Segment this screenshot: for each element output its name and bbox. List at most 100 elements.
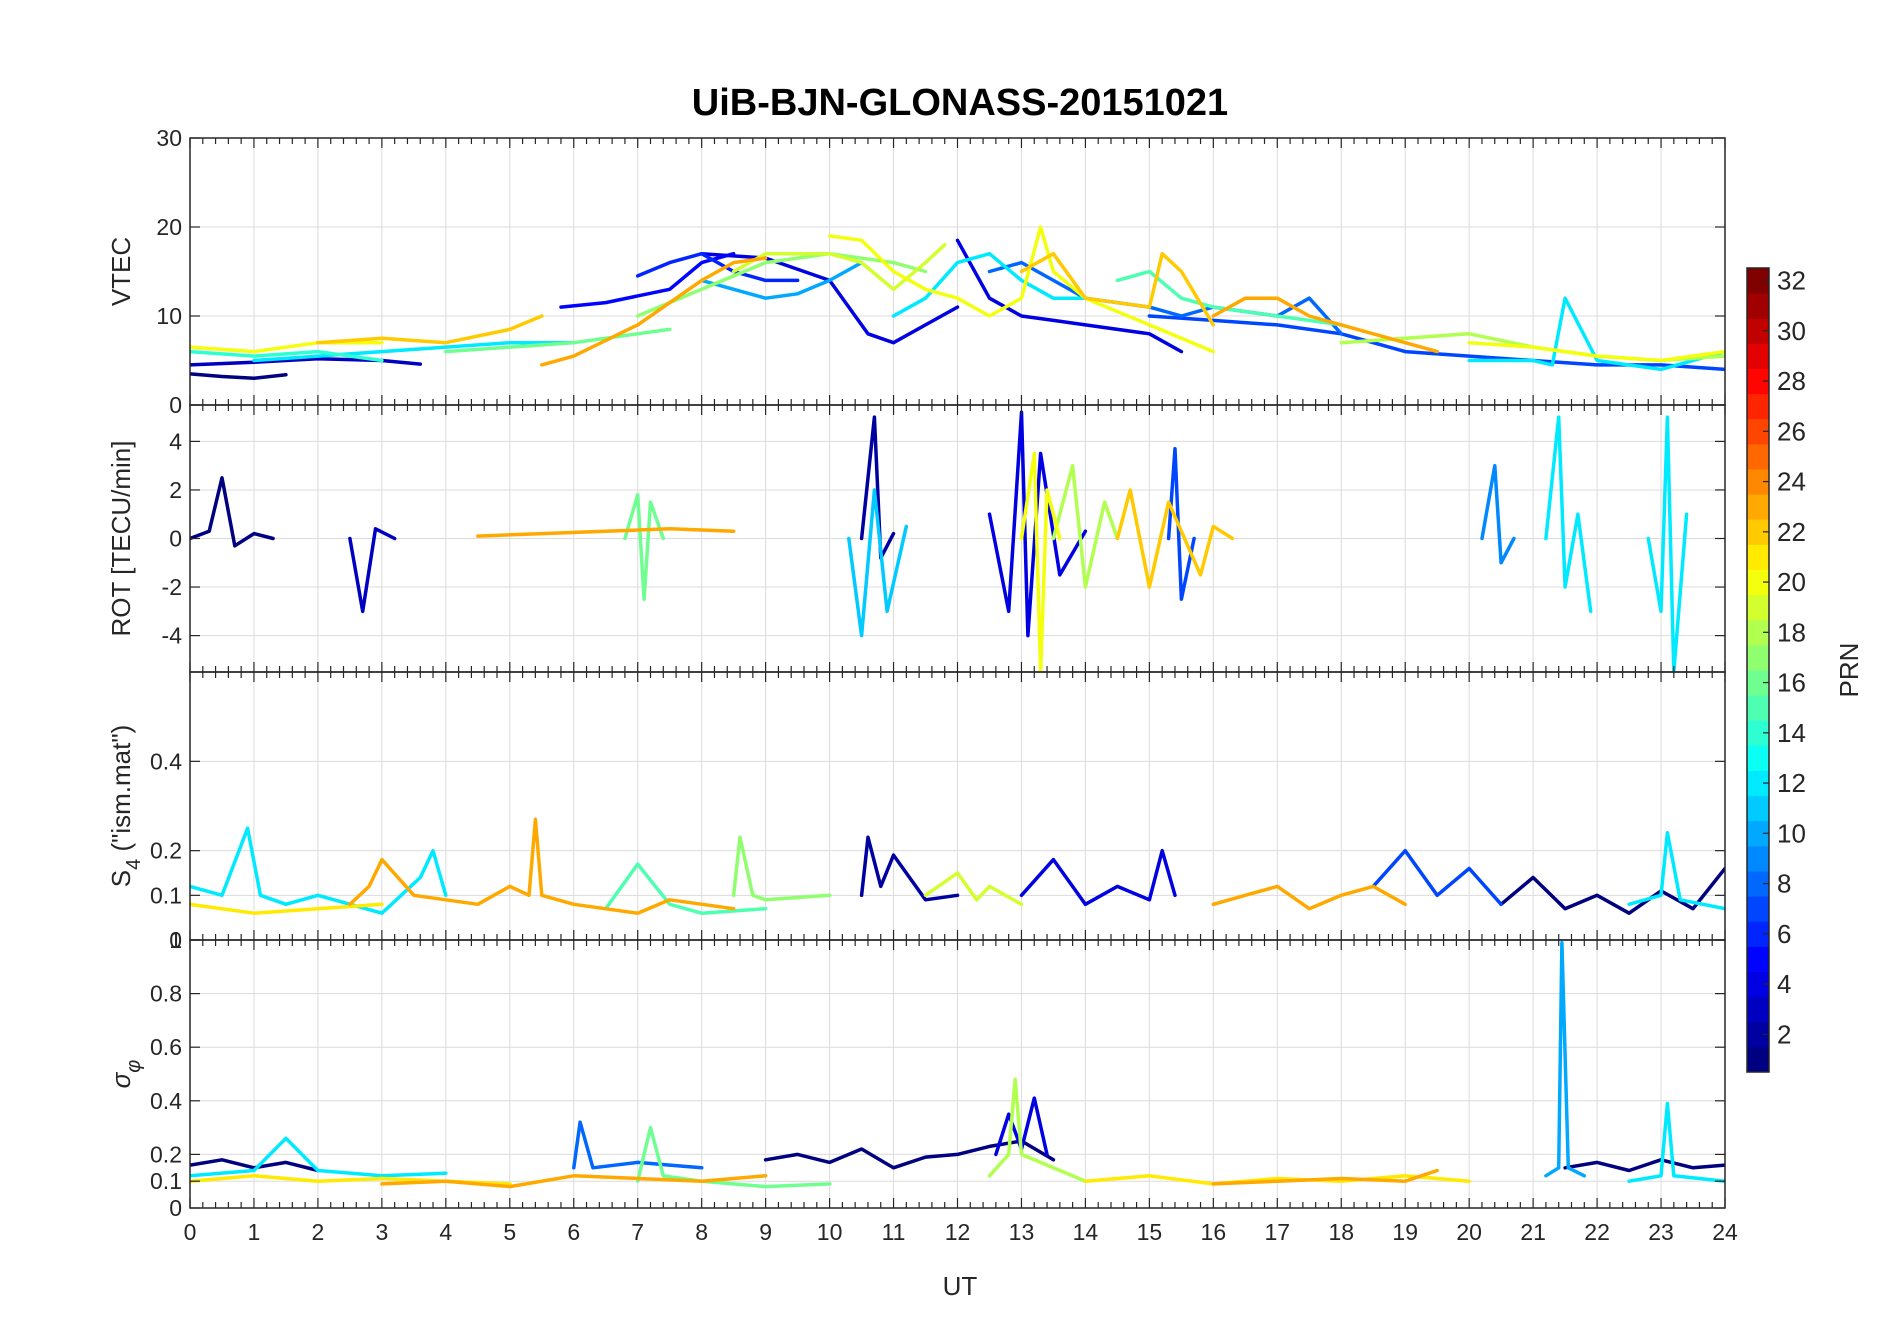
y-tick-label: 1	[169, 927, 182, 953]
colorbar-band	[1747, 946, 1769, 972]
series-line-prn-19	[731, 243, 947, 292]
series-line-prn-12	[1544, 415, 1593, 614]
x-tick-label: 4	[439, 1219, 452, 1245]
colorbar-tick-label: 32	[1777, 266, 1806, 296]
y-axis-label: VTEC	[106, 237, 136, 306]
series-line-prn-23	[572, 898, 736, 915]
x-tick-label: 22	[1584, 1219, 1610, 1245]
series-line-prn-4	[987, 410, 1088, 638]
x-tick-label: 16	[1201, 1219, 1227, 1245]
x-tick-label: 7	[631, 1219, 644, 1245]
series-line-prn-20	[827, 225, 1216, 354]
series-group	[190, 817, 1725, 915]
colorbar-tick-label: 30	[1777, 316, 1806, 346]
colorbar-band	[1747, 368, 1769, 395]
x-tick-label: 19	[1392, 1219, 1418, 1245]
series-line-prn-1	[1563, 1158, 1725, 1173]
y-tick-label: 20	[156, 214, 182, 240]
x-tick-label: 13	[1009, 1219, 1035, 1245]
series-line-prn-4	[1019, 848, 1177, 907]
series-line-prn-8	[572, 1120, 704, 1170]
y-tick-label: 0.1	[150, 1168, 182, 1194]
series-line-prn-21	[1083, 1174, 1471, 1186]
series-line-prn-23	[540, 256, 768, 367]
colorbar-band	[1747, 619, 1769, 646]
x-tick-label: 3	[375, 1219, 388, 1245]
series-line-prn-22	[316, 314, 544, 345]
series-line-prn-1	[190, 476, 275, 548]
series-group	[190, 940, 1725, 1189]
y-tick-label: 0	[169, 927, 182, 953]
colorbar-band	[1747, 1021, 1769, 1048]
x-tick-label: 21	[1520, 1219, 1546, 1245]
series-line-prn-15	[1115, 269, 1344, 327]
colorbar-tick-label: 4	[1777, 969, 1791, 999]
series-line-prn-6	[635, 251, 800, 283]
series-line-prn-16	[444, 327, 672, 354]
series-line-prn-1	[763, 1139, 1056, 1170]
y-tick-label: 0.2	[150, 838, 182, 864]
colorbar-band	[1747, 820, 1769, 847]
series-line-prn-4	[955, 238, 1184, 354]
colorbar-band	[1747, 795, 1769, 822]
x-tick-label: 14	[1073, 1219, 1099, 1245]
x-axis-label: UT	[943, 1271, 978, 1301]
chart-title: UiB-BJN-GLONASS-20151021	[692, 82, 1228, 124]
colorbar-band	[1747, 268, 1769, 294]
panel-s4: 0 0.1 0.2 0.4S4 ("ism.mat")	[106, 671, 1726, 953]
series-line-prn-1	[190, 1158, 320, 1173]
colorbar-band	[1747, 896, 1769, 922]
colorbar-tick-label: 12	[1777, 768, 1806, 798]
series-group	[190, 225, 1725, 381]
series-line-prn-7	[1371, 848, 1503, 907]
series-line-prn-17	[635, 251, 928, 318]
x-tick-label: 5	[503, 1219, 516, 1245]
colorbar-tick-label: 6	[1777, 919, 1791, 949]
y-tick-label: 0.4	[150, 748, 182, 774]
y-tick-label: 2	[169, 477, 182, 503]
series-line-prn-16	[623, 493, 666, 601]
y-tick-label: 10	[156, 303, 182, 329]
colorbar-band	[1747, 418, 1769, 445]
series-line-prn-23	[476, 527, 736, 538]
x-tick-label: 12	[945, 1219, 971, 1245]
y-tick-label: -4	[162, 623, 183, 649]
colorbar-label: PRN	[1834, 643, 1864, 698]
y-tick-label: 0	[169, 1195, 182, 1221]
y-tick-label: 0.4	[150, 1088, 182, 1114]
colorbar-frame	[1746, 267, 1770, 1073]
series-line-prn-20	[190, 340, 384, 354]
series-line-prn-16	[635, 1125, 832, 1189]
series-line-prn-23	[1211, 884, 1407, 911]
series-line-prn-17	[731, 835, 832, 902]
y-tick-label: 30	[156, 125, 182, 151]
x-tick-label: 2	[312, 1219, 325, 1245]
series-line-prn-11	[847, 488, 909, 638]
colorbar-band	[1747, 720, 1769, 746]
series-line-prn-23	[348, 817, 576, 907]
colorbar-band	[1747, 443, 1769, 470]
series-line-prn-2	[859, 835, 960, 902]
colorbar-band	[1747, 393, 1769, 420]
colorbar-tick-label: 10	[1777, 818, 1806, 848]
y-tick-label: 4	[169, 428, 182, 454]
y-tick-label: 0.6	[150, 1034, 182, 1060]
series-line-prn-12	[252, 340, 576, 363]
colorbar-band	[1747, 745, 1769, 771]
series-line-prn-2	[859, 415, 896, 560]
series-line-prn-23	[380, 1174, 768, 1189]
x-tick-label: 6	[567, 1219, 580, 1245]
series-line-prn-14	[190, 349, 384, 363]
colorbar-tick-label: 22	[1777, 517, 1806, 547]
series-line-prn-21	[190, 902, 384, 915]
colorbar-band	[1747, 695, 1769, 721]
x-tick-label: 9	[759, 1219, 772, 1245]
panel-rot: -4 -2 0 2 4 ROT [TECU/min]	[106, 404, 1726, 673]
y-tick-label: 0	[169, 526, 182, 552]
colorbar-tick-label: 24	[1777, 467, 1806, 497]
x-tick-label: 0	[184, 1219, 197, 1245]
series-group	[190, 410, 1689, 672]
series-line-prn-9	[1480, 463, 1516, 565]
